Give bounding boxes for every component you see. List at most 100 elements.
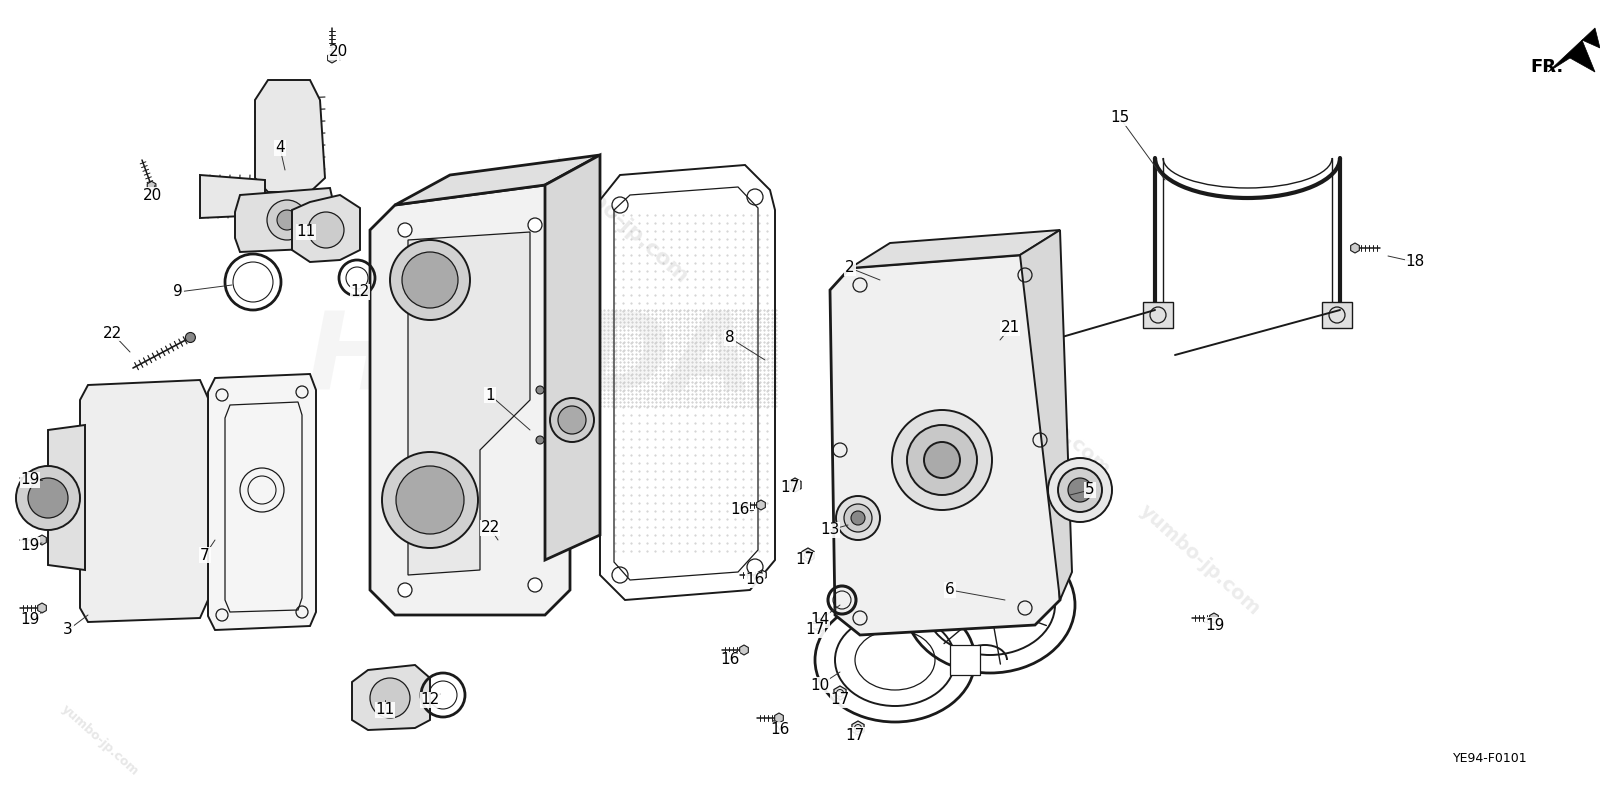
Circle shape: [267, 200, 307, 240]
Polygon shape: [1142, 302, 1173, 328]
Text: FR.: FR.: [1530, 58, 1563, 76]
Polygon shape: [291, 195, 360, 262]
Circle shape: [528, 578, 542, 592]
Polygon shape: [1021, 230, 1072, 600]
Text: 4: 4: [275, 140, 285, 156]
Polygon shape: [1549, 28, 1600, 72]
Circle shape: [835, 496, 880, 540]
Text: 20: 20: [328, 45, 347, 60]
Polygon shape: [789, 478, 802, 492]
Text: 8: 8: [725, 330, 734, 346]
Circle shape: [1048, 458, 1112, 522]
Circle shape: [370, 678, 410, 718]
Circle shape: [398, 223, 413, 237]
Circle shape: [851, 511, 866, 525]
Polygon shape: [80, 380, 208, 622]
Circle shape: [536, 386, 544, 394]
Polygon shape: [38, 535, 46, 545]
Text: 16: 16: [746, 572, 765, 587]
Text: 16: 16: [720, 653, 739, 667]
Text: 1: 1: [485, 388, 494, 402]
Circle shape: [558, 406, 586, 434]
Circle shape: [16, 466, 80, 530]
Text: 16: 16: [730, 503, 750, 517]
Polygon shape: [328, 53, 336, 63]
Circle shape: [1069, 478, 1091, 502]
Polygon shape: [395, 155, 600, 205]
Text: 21: 21: [1000, 321, 1019, 335]
Text: 14: 14: [810, 613, 830, 627]
Text: 13: 13: [821, 523, 840, 538]
Polygon shape: [1210, 613, 1218, 623]
Polygon shape: [235, 188, 334, 252]
Text: 7: 7: [200, 547, 210, 563]
Circle shape: [907, 425, 978, 495]
Text: yumbo-jp.com: yumbo-jp.com: [456, 431, 584, 549]
Circle shape: [550, 398, 594, 442]
Polygon shape: [408, 232, 530, 575]
Polygon shape: [774, 713, 784, 723]
Text: yumbo-jp.com: yumbo-jp.com: [1136, 501, 1264, 619]
Polygon shape: [48, 425, 85, 570]
Polygon shape: [352, 665, 430, 730]
Text: 22: 22: [480, 520, 499, 535]
Polygon shape: [830, 255, 1059, 635]
Circle shape: [893, 410, 992, 510]
Circle shape: [563, 526, 573, 535]
Text: 5: 5: [1085, 483, 1094, 497]
Text: HONDA: HONDA: [306, 307, 754, 413]
Text: 12: 12: [350, 285, 370, 299]
Polygon shape: [757, 500, 765, 510]
Circle shape: [186, 333, 195, 342]
Polygon shape: [147, 181, 155, 192]
Text: 9: 9: [173, 285, 182, 299]
Text: yumbo-jp.com: yumbo-jp.com: [59, 702, 141, 778]
Circle shape: [307, 212, 344, 248]
Text: YE94-F0101: YE94-F0101: [1453, 752, 1528, 764]
Polygon shape: [200, 175, 266, 218]
Polygon shape: [814, 618, 826, 632]
Text: 6: 6: [946, 583, 955, 598]
Text: 15: 15: [1110, 110, 1130, 125]
Text: 12: 12: [421, 693, 440, 708]
Circle shape: [398, 583, 413, 597]
Polygon shape: [834, 686, 846, 700]
Text: 3: 3: [62, 622, 74, 638]
Polygon shape: [370, 185, 570, 615]
Polygon shape: [1350, 243, 1360, 253]
Circle shape: [397, 466, 464, 534]
Text: 19: 19: [21, 472, 40, 488]
Circle shape: [390, 240, 470, 320]
Polygon shape: [1322, 302, 1352, 328]
Circle shape: [845, 504, 872, 532]
Text: 17: 17: [805, 622, 824, 638]
Polygon shape: [850, 230, 1059, 268]
Polygon shape: [38, 473, 46, 483]
Text: 2: 2: [845, 260, 854, 275]
Text: 10: 10: [810, 678, 830, 693]
Text: 18: 18: [1405, 255, 1424, 270]
Text: 11: 11: [296, 224, 315, 239]
Text: yumbo-jp.com: yumbo-jp.com: [986, 361, 1114, 479]
Text: 22: 22: [102, 326, 122, 341]
Polygon shape: [802, 548, 814, 562]
Text: 19: 19: [1205, 618, 1224, 633]
Text: 16: 16: [770, 722, 790, 737]
Text: 17: 17: [781, 480, 800, 496]
Polygon shape: [950, 645, 979, 675]
Text: 17: 17: [795, 552, 814, 567]
Circle shape: [1037, 334, 1046, 343]
Circle shape: [29, 478, 67, 518]
Text: 19: 19: [21, 613, 40, 627]
Circle shape: [1058, 468, 1102, 512]
Text: yumbo-jp.com: yumbo-jp.com: [547, 153, 693, 287]
Polygon shape: [254, 80, 325, 192]
Text: 17: 17: [830, 693, 850, 708]
Circle shape: [382, 452, 478, 548]
Polygon shape: [851, 721, 864, 735]
Text: 17: 17: [845, 728, 864, 742]
Polygon shape: [758, 570, 766, 580]
Polygon shape: [739, 645, 749, 655]
Text: 11: 11: [376, 702, 395, 717]
Polygon shape: [546, 155, 600, 560]
